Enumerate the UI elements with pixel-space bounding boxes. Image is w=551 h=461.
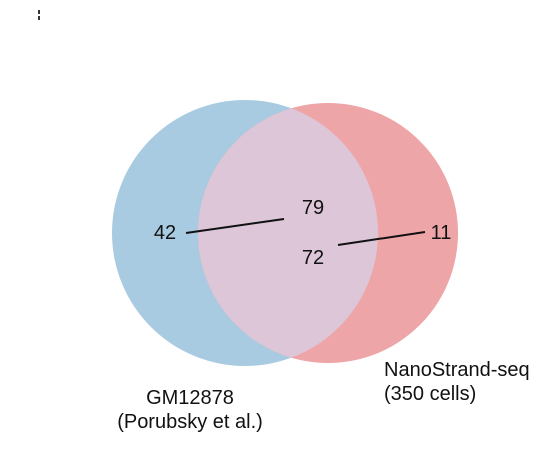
count-only-nanostrand-seq: 11 bbox=[431, 222, 452, 244]
set-label-nanostrand-seq: NanoStrand-seq (350 cells) bbox=[384, 358, 530, 406]
overlap-region bbox=[198, 103, 378, 363]
set-label-gm12878-line1: GM12878 bbox=[146, 387, 234, 409]
count-overlap-top: 79 bbox=[302, 197, 324, 219]
set-label-gm12878: GM12878 (Porubsky et al.) bbox=[90, 386, 290, 434]
count-overlap-bottom: 72 bbox=[302, 247, 324, 269]
leader-line-left bbox=[185, 218, 285, 234]
set-label-nanostrand-seq-line1: NanoStrand-seq bbox=[384, 359, 530, 381]
count-only-gm12878: 42 bbox=[154, 222, 176, 244]
leader-line-right bbox=[337, 231, 426, 246]
corner-tick-icon bbox=[38, 10, 40, 24]
set-label-nanostrand-seq-line2: (350 cells) bbox=[384, 383, 477, 405]
set-label-gm12878-line2: (Porubsky et al.) bbox=[117, 411, 263, 433]
